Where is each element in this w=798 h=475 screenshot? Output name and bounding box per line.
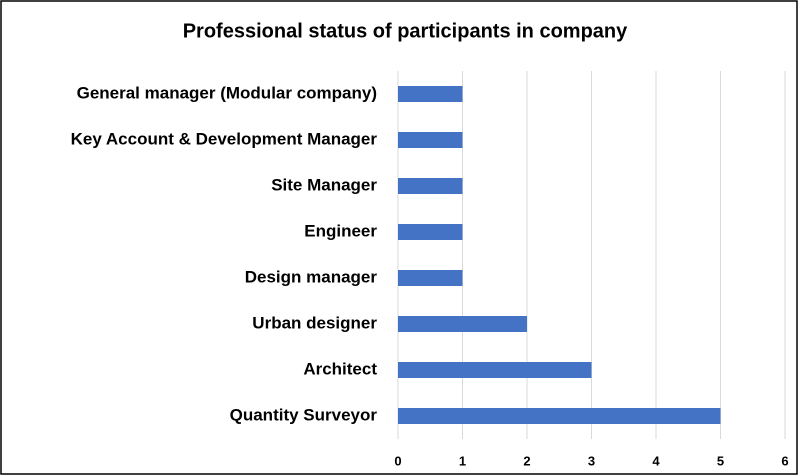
bar [398, 362, 592, 378]
y-tick-label: Architect [303, 359, 377, 378]
x-tick-label: 6 [781, 453, 788, 468]
chart-title: Professional status of participants in c… [183, 20, 628, 42]
y-tick-label: Quantity Surveyor [230, 405, 378, 424]
y-tick-label: Engineer [304, 221, 377, 240]
bar [398, 270, 463, 286]
x-tick-label: 2 [523, 453, 530, 468]
y-tick-label: General manager (Modular company) [77, 83, 377, 102]
x-tick-label: 1 [459, 453, 466, 468]
x-tick-label: 5 [717, 453, 724, 468]
bar [398, 316, 527, 332]
bar [398, 178, 463, 194]
bar [398, 408, 721, 424]
bar [398, 224, 463, 240]
y-tick-label: Urban designer [252, 313, 377, 332]
y-tick-label: Site Manager [271, 175, 377, 194]
bar [398, 132, 463, 148]
y-tick-label: Key Account & Development Manager [71, 129, 378, 148]
bar [398, 86, 463, 102]
y-tick-label: Design manager [245, 267, 378, 286]
x-tick-label: 3 [588, 453, 595, 468]
x-tick-label: 0 [394, 453, 401, 468]
x-tick-label: 4 [652, 453, 660, 468]
